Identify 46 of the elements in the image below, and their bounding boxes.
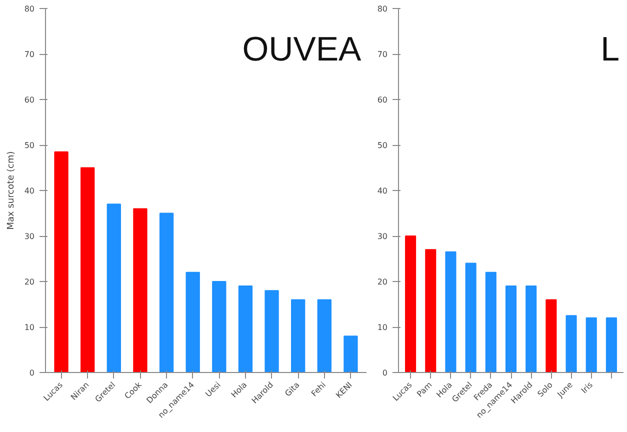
bar (80, 167, 95, 372)
y-tick-label: 60 (377, 96, 388, 104)
bar (344, 336, 358, 372)
y-tick-label: 80 (377, 4, 388, 14)
bar (317, 299, 332, 372)
bar (159, 212, 174, 372)
bar (465, 262, 476, 372)
bar (445, 251, 456, 372)
bar (526, 286, 537, 372)
bar (291, 299, 306, 372)
y-tick-label: 50 (24, 141, 35, 150)
bar (238, 286, 253, 372)
bar (485, 272, 496, 372)
bar (586, 317, 597, 372)
y-tick-label: 20 (24, 278, 35, 286)
bar (566, 315, 577, 372)
x-tick-label: Iris (580, 380, 595, 396)
bar (106, 204, 121, 372)
y-tick-label: 30 (377, 232, 388, 241)
y-tick-label: 10 (377, 323, 388, 332)
y-tick-label: 40 (377, 186, 388, 196)
bar (264, 290, 279, 372)
y-tick-label: 80 (24, 4, 35, 14)
bar (212, 281, 226, 372)
bar (133, 208, 148, 372)
y-tick-label: 60 (24, 96, 35, 104)
bar (54, 151, 68, 372)
bar (606, 317, 617, 372)
y-tick-label: 30 (24, 232, 35, 241)
y-tick-label: 40 (24, 186, 35, 196)
y-tick-label: 0 (29, 368, 35, 378)
x-tick-label: Gita (283, 380, 302, 398)
bar (186, 272, 200, 372)
y-tick-label: 10 (24, 323, 35, 332)
y-tick-label: 50 (377, 141, 388, 150)
text: L (600, 30, 620, 68)
text: OUVEA (242, 30, 362, 68)
bar (405, 236, 416, 372)
bar (546, 299, 557, 372)
y-axis-title: Max surcote (cm) (6, 151, 16, 230)
bar (425, 249, 436, 372)
y-tick-label: 20 (377, 278, 388, 286)
y-tick-label: 0 (382, 368, 388, 378)
y-tick-label: 70 (377, 50, 388, 59)
bar (505, 286, 517, 372)
y-tick-label: 70 (24, 50, 35, 59)
